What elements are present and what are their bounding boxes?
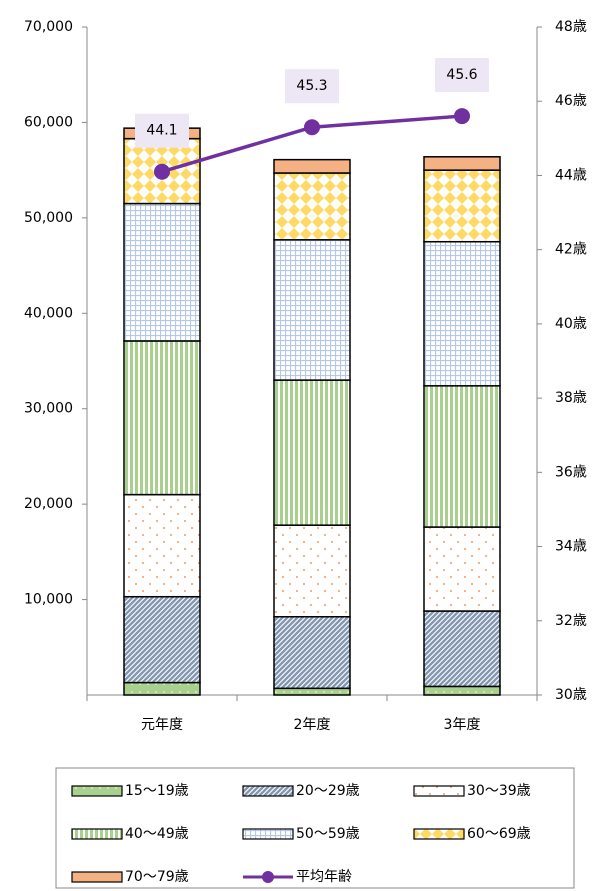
y-tick-label: 30,000 (24, 401, 73, 417)
legend-label: 70〜79歳 (125, 869, 189, 885)
y2-tick-label: 44歳 (555, 167, 587, 183)
line-point (154, 163, 170, 180)
legend-label: 50〜59歳 (296, 826, 360, 842)
data-label: 45.3 (296, 78, 327, 94)
bar-segment (123, 493, 201, 598)
legend-swatch (413, 828, 465, 840)
legend-swatch (242, 828, 294, 840)
bar-segment (423, 169, 501, 243)
bar-segment (273, 687, 351, 696)
bar-segment (123, 340, 201, 496)
data-label: 45.6 (446, 67, 477, 83)
line-point (454, 108, 470, 125)
legend-box (55, 767, 575, 889)
y-tick-label: 60,000 (24, 114, 73, 130)
bar-segment (423, 526, 501, 612)
x-tick-label: 元年度 (141, 717, 183, 733)
legend-label: 30〜39歳 (467, 783, 531, 799)
line-point (304, 119, 320, 136)
bar-segment (123, 595, 201, 684)
bar-segment (273, 524, 351, 618)
y2-tick-label: 48歳 (555, 19, 587, 35)
data-label-box (435, 58, 489, 93)
legend-label: 平均年齢 (296, 869, 352, 885)
y2-tick-label: 36歳 (555, 464, 587, 480)
y-tick-label: 50,000 (24, 210, 73, 226)
y2-tick-label: 34歳 (555, 539, 587, 555)
bar-segment (423, 240, 501, 387)
y-tick-label: 20,000 (24, 496, 73, 512)
y2-tick-label: 32歳 (555, 613, 587, 629)
legend-swatch (413, 785, 465, 797)
legend-swatch (71, 871, 123, 883)
legend-label: 20〜29歳 (296, 783, 360, 799)
legend-swatch (71, 785, 123, 797)
bar-segment (123, 202, 201, 342)
legend-label: 15〜19歳 (125, 783, 189, 799)
legend-swatch (242, 785, 294, 797)
bar-segment (123, 681, 201, 696)
y2-tick-label: 30歳 (555, 687, 587, 703)
y2-tick-label: 40歳 (555, 316, 587, 332)
y2-tick-label: 46歳 (555, 93, 587, 109)
legend-swatch (71, 828, 123, 840)
bar-segment (273, 615, 351, 690)
y2-tick-label: 42歳 (555, 242, 587, 258)
data-label-box (285, 69, 339, 104)
bar-segment (423, 156, 501, 171)
bar-segment (273, 158, 351, 174)
bar-segment (423, 610, 501, 688)
x-tick-label: 3年度 (444, 717, 481, 733)
bar-segment (423, 685, 501, 696)
bar-segment (273, 172, 351, 241)
bar-segment (423, 385, 501, 528)
x-tick-label: 2年度 (294, 717, 331, 733)
bar-segment (273, 379, 351, 526)
y-tick-label: 10,000 (24, 592, 73, 608)
y2-tick-label: 38歳 (555, 390, 587, 406)
y-tick-label: 40,000 (24, 305, 73, 321)
legend-marker (262, 871, 274, 883)
bar-segment (273, 239, 351, 381)
legend-label: 40〜49歳 (125, 826, 189, 842)
data-label: 44.1 (146, 123, 177, 139)
data-label-box (135, 113, 189, 148)
legend-label: 60〜69歳 (467, 826, 531, 842)
y-tick-label: 70,000 (24, 19, 73, 35)
